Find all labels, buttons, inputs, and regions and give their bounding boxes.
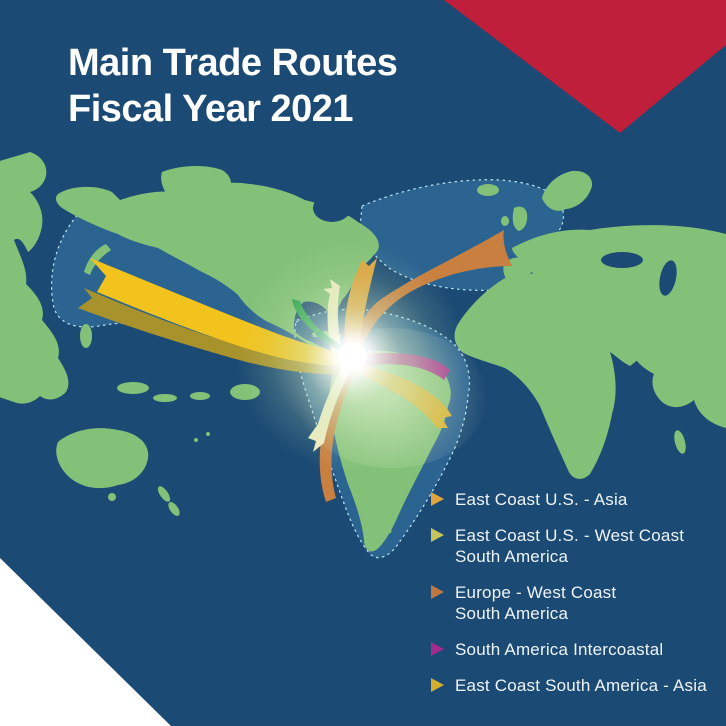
legend-item-europe-west-coast-sa: Europe - West Coast South America xyxy=(430,582,707,624)
island-pacific-dot-2 xyxy=(206,432,210,436)
island-new-zealand-north xyxy=(157,486,171,502)
island-greece xyxy=(567,263,573,269)
right-triangle-icon xyxy=(431,528,444,542)
right-triangle-icon xyxy=(431,585,444,599)
ribbon-europe-west-coast-south-america xyxy=(350,230,512,352)
inland-seas xyxy=(313,194,677,296)
island-sumatra xyxy=(153,394,177,402)
legend-item-east-coast-us-west-coast-sa: East Coast U.S. - West Coast South Ameri… xyxy=(430,525,707,567)
legend-item-east-coast-us-asia: East Coast U.S. - Asia xyxy=(430,489,707,510)
title-line-1: Main Trade Routes xyxy=(68,42,398,84)
island-pacific-dot-1 xyxy=(194,438,198,442)
right-triangle-icon xyxy=(431,492,444,506)
island-madagascar xyxy=(674,430,686,454)
island-iceland xyxy=(477,184,499,196)
legend-label: East Coast U.S. - Asia xyxy=(455,490,628,509)
continent-africa xyxy=(454,273,640,479)
page-title: Main Trade Routes Fiscal Year 2021 xyxy=(68,40,398,132)
legend-label: South America Intercoastal xyxy=(455,640,664,659)
hudson-bay xyxy=(313,194,351,222)
island-java xyxy=(190,392,210,400)
caspian-sea xyxy=(659,260,677,296)
continent-australia xyxy=(56,428,149,489)
island-japan xyxy=(84,244,111,275)
legend-item-east-coast-sa-asia: East Coast South America - Asia xyxy=(430,675,707,696)
right-triangle-icon xyxy=(431,642,444,656)
legend-label: East Coast U.S. - West Coast South Ameri… xyxy=(455,526,685,566)
right-triangle-icon xyxy=(431,678,444,692)
panama-glow xyxy=(237,242,487,472)
continent-arabia xyxy=(604,296,655,346)
red-corner-banner xyxy=(444,0,726,133)
island-philippines xyxy=(80,324,92,348)
black-sea xyxy=(601,252,643,268)
island-tasmania xyxy=(108,493,116,501)
legend-label: East Coast South America - Asia xyxy=(455,676,707,695)
island-italy xyxy=(546,254,558,277)
route-legend: East Coast U.S. - Asia East Coast U.S. -… xyxy=(430,489,707,696)
continent-asia xyxy=(0,152,69,404)
title-line-2: Fiscal Year 2021 xyxy=(68,88,354,130)
white-corner-cut xyxy=(0,558,171,726)
legend-label: Europe - West Coast South America xyxy=(455,583,617,623)
legend-item-south-america-intercoastal: South America Intercoastal xyxy=(430,639,707,660)
island-borneo xyxy=(117,382,149,394)
island-falklands xyxy=(386,528,392,534)
island-great-britain xyxy=(512,206,528,231)
continent-north-america xyxy=(55,182,379,362)
continent-scandinavia xyxy=(542,170,593,211)
island-ireland xyxy=(501,216,509,226)
island-new-zealand-south xyxy=(168,502,180,516)
